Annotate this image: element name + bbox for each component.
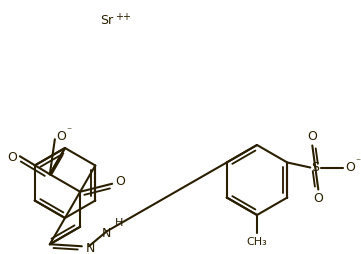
Text: Sr: Sr — [100, 13, 113, 26]
Text: ++: ++ — [115, 12, 131, 22]
Text: ⁻: ⁻ — [356, 157, 361, 167]
Text: S: S — [311, 161, 319, 174]
Text: O: O — [115, 175, 125, 188]
Text: O: O — [345, 161, 355, 174]
Text: N: N — [102, 227, 112, 240]
Text: O: O — [307, 130, 317, 143]
Text: O: O — [56, 130, 66, 143]
Text: O: O — [313, 192, 323, 205]
Text: N: N — [86, 242, 95, 254]
Text: H: H — [115, 218, 123, 228]
Text: ⁻: ⁻ — [66, 126, 71, 136]
Text: CH₃: CH₃ — [247, 237, 268, 247]
Text: O: O — [7, 151, 17, 164]
